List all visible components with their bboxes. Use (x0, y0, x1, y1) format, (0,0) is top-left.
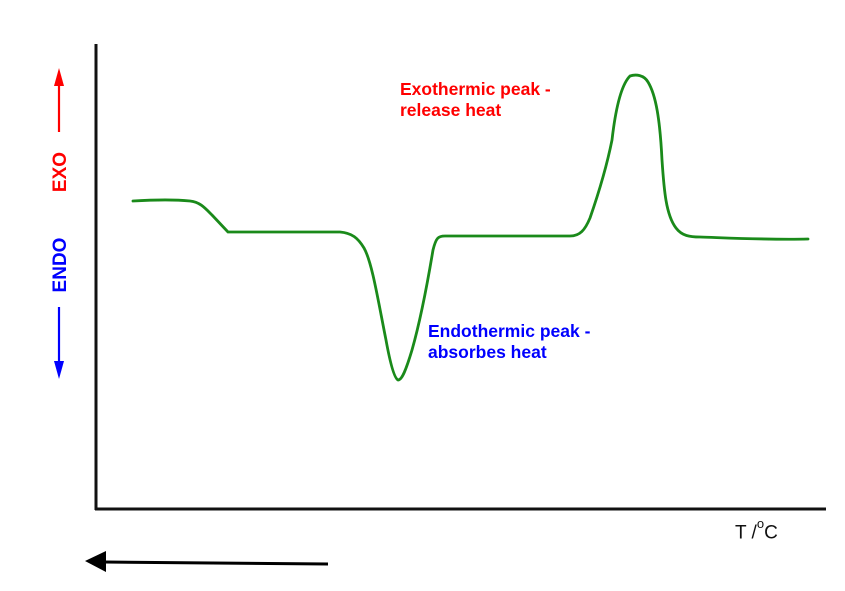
exothermic-peak-annotation: Exothermic peak - release heat (400, 79, 551, 121)
x-axis-label: T /oC (735, 516, 778, 545)
exothermic-annotation-line2: release heat (400, 100, 502, 120)
endo-arrow-icon (54, 307, 64, 379)
endo-axis-label: ENDO (50, 237, 71, 293)
dsc-curve (131, 73, 810, 382)
temperature-direction-arrow-icon (85, 551, 329, 572)
exo-arrow-icon (54, 68, 64, 132)
endothermic-peak-annotation: Endothermic peak - absorbes heat (428, 321, 590, 363)
exothermic-annotation-line1: Exothermic peak - (400, 79, 551, 99)
endothermic-annotation-line2: absorbes heat (428, 342, 547, 362)
degree-sign: o (756, 516, 765, 531)
endothermic-annotation-line1: Endothermic peak - (428, 321, 591, 341)
x-axis-label-unit: C (764, 522, 778, 544)
exo-axis-label: EXO (50, 151, 71, 193)
x-axis-label-prefix: T / (735, 522, 757, 544)
